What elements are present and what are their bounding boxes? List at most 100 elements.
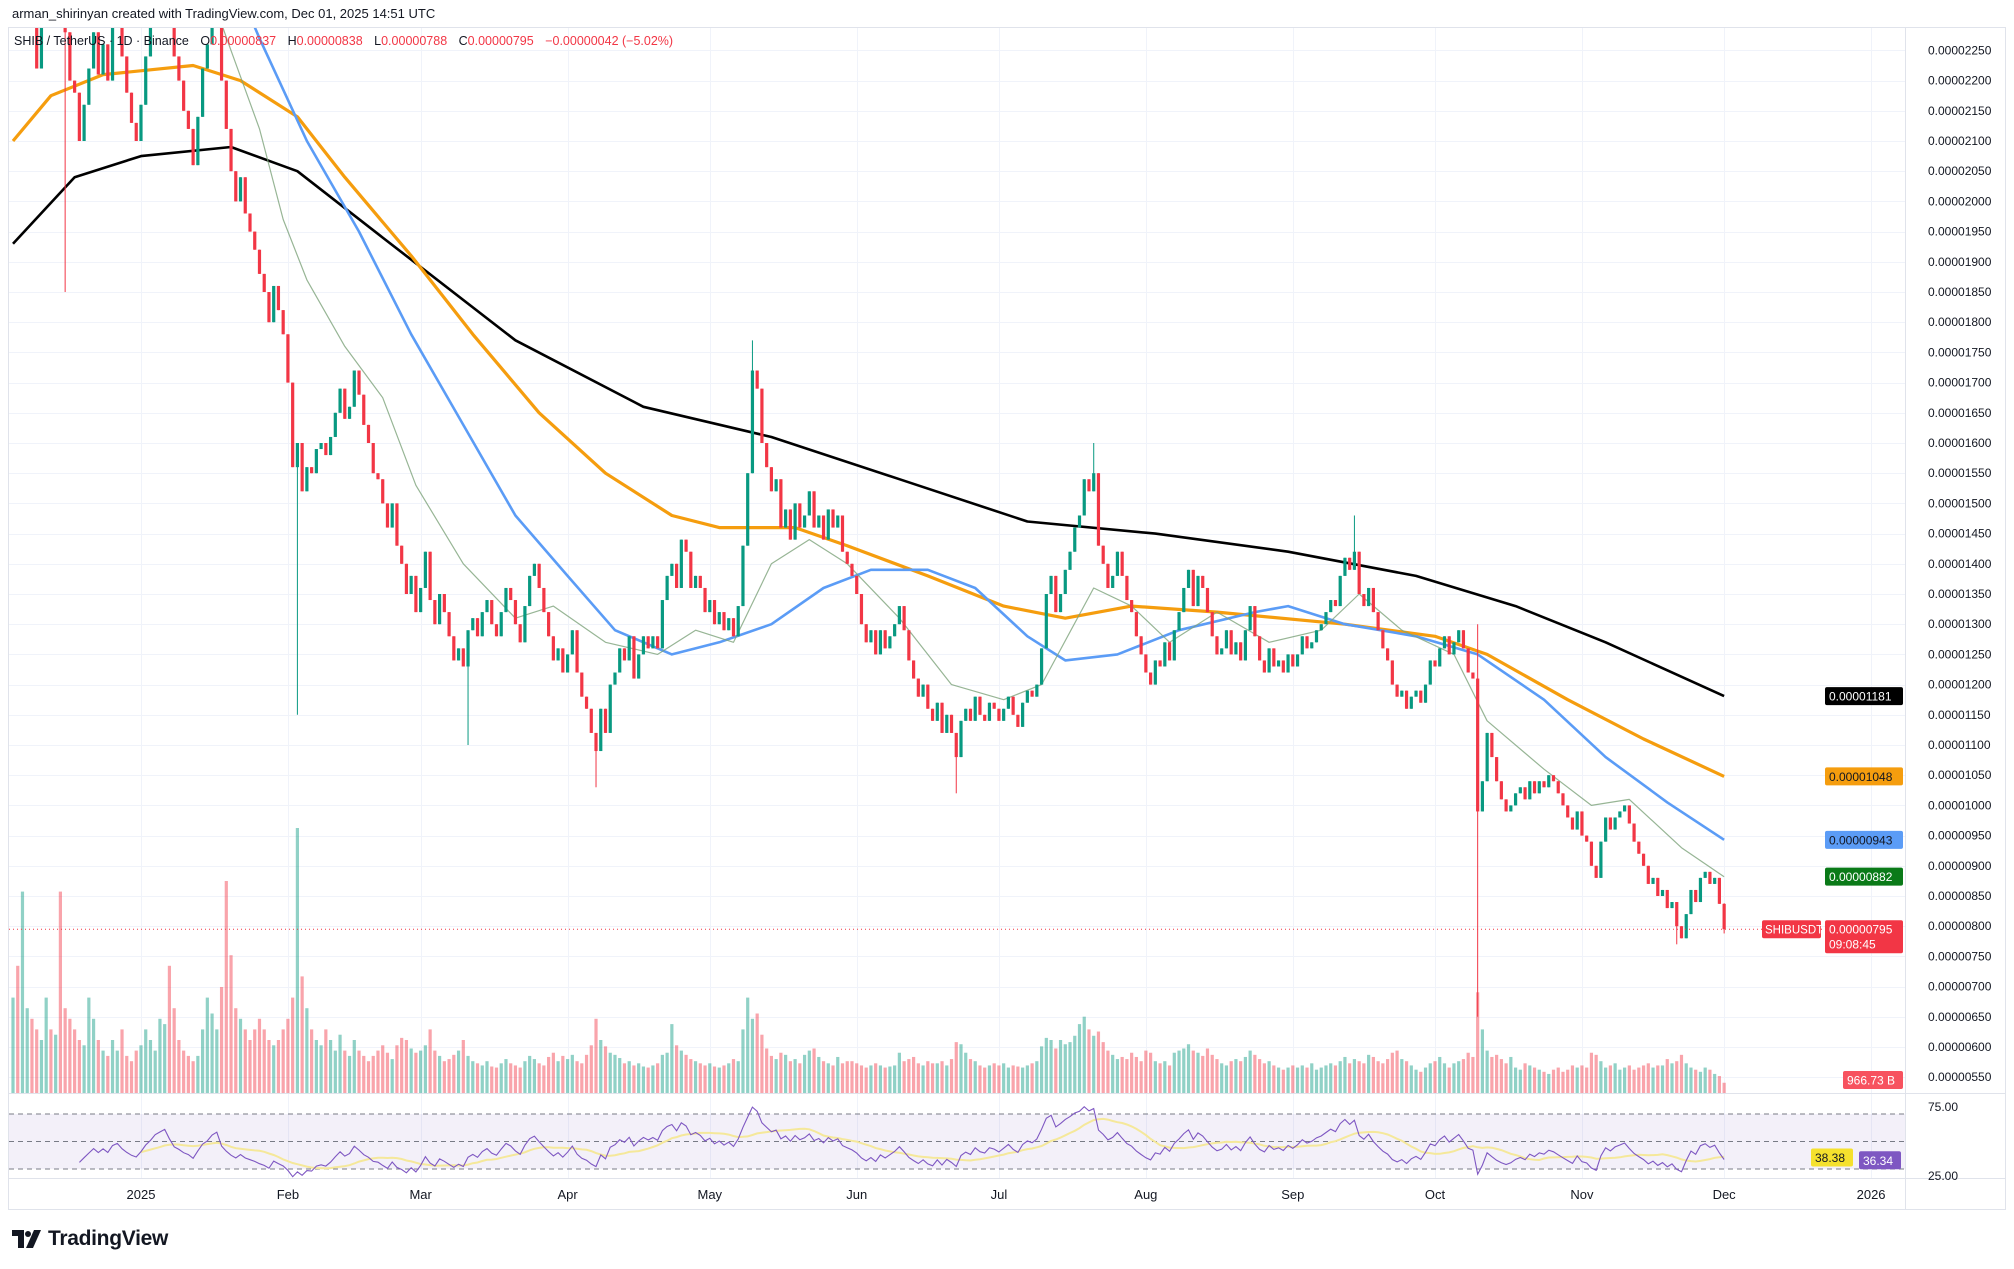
volume-bar — [684, 1054, 688, 1093]
volume-bar — [831, 1065, 835, 1093]
candle-body — [1547, 775, 1551, 788]
volume-bar — [1561, 1071, 1565, 1093]
volume-bar — [485, 1061, 489, 1093]
candle-body — [603, 708, 608, 733]
volume-bar — [518, 1067, 522, 1093]
candle-body — [1442, 636, 1447, 649]
candle-body — [1196, 575, 1200, 607]
volume-bar — [347, 1055, 352, 1093]
candle-body — [1400, 690, 1404, 697]
volume-bar — [1532, 1067, 1537, 1093]
candle-body — [1153, 660, 1157, 685]
volume-bar — [727, 1063, 731, 1093]
volume-bar — [1618, 1069, 1622, 1093]
change-value: −0.00000042 (−5.02%) — [545, 34, 674, 48]
ma-orange-value: 0.00001048 — [1829, 770, 1893, 784]
rsi-badge: 36.34 — [1863, 1154, 1893, 1168]
volume-bar — [1210, 1054, 1214, 1093]
candle-body — [1163, 642, 1167, 667]
volume-bar — [594, 1018, 598, 1093]
candle-body — [191, 128, 195, 166]
volume-bar — [1262, 1063, 1266, 1093]
volume-bar — [1442, 1063, 1447, 1093]
volume-bar — [172, 1008, 176, 1093]
volume-bar — [1182, 1048, 1186, 1093]
volume-bar — [291, 997, 295, 1093]
candle-body — [1675, 902, 1679, 927]
candle-body — [878, 630, 883, 655]
candle-body — [556, 648, 560, 661]
candle-body — [442, 594, 446, 613]
candle-body — [1509, 805, 1513, 812]
volume-bar — [381, 1045, 385, 1093]
candle-body — [82, 104, 86, 141]
symbol-badge: SHIBUSDT — [1765, 925, 1823, 937]
candle-body — [324, 443, 328, 456]
tradingview-logo[interactable]: TradingView — [12, 1227, 168, 1251]
candle-body — [547, 612, 551, 637]
volume-bar — [509, 1063, 513, 1093]
rsi-lines — [79, 1105, 1725, 1178]
volume-bar — [1499, 1059, 1503, 1093]
price-tick-label: 0.00000650 — [1928, 1010, 1992, 1024]
candle-body — [49, 0, 52, 8]
time-label-nov: Nov — [1570, 1187, 1594, 1202]
volume-bar — [1476, 992, 1480, 1093]
candle-body — [689, 551, 693, 588]
candle-body — [1101, 545, 1105, 564]
candle-body — [1570, 817, 1575, 830]
candle-body — [1703, 871, 1707, 878]
volume-bar — [419, 1050, 423, 1093]
candle-body — [148, 28, 153, 57]
volume-bar — [978, 1065, 982, 1093]
grid-lines — [9, 28, 1905, 1178]
volume-bar — [660, 1054, 664, 1093]
volume-bar — [196, 1055, 200, 1093]
volume-bar — [784, 1054, 788, 1093]
volume-bar — [1604, 1067, 1608, 1093]
volume-bar — [1518, 1069, 1522, 1093]
volume-bar — [1400, 1059, 1404, 1093]
candle-body — [419, 587, 423, 613]
price-tick-label: 0.00001000 — [1928, 798, 1992, 812]
volume-bar — [82, 1045, 86, 1093]
volume-bar — [1248, 1050, 1252, 1093]
candle-body — [471, 618, 475, 631]
volume-bar — [693, 1061, 698, 1093]
volume-bar — [689, 1059, 693, 1093]
close-label: C — [458, 34, 468, 48]
tradingview-logo-icon — [12, 1230, 41, 1248]
volume-bar — [580, 1063, 584, 1093]
volume-bar — [1509, 1056, 1513, 1093]
candle-body — [589, 708, 593, 733]
volume-bar — [1324, 1065, 1328, 1093]
candle-body — [812, 491, 816, 528]
candle-body — [1504, 799, 1508, 812]
candle-body — [1599, 841, 1603, 878]
symbol-title[interactable]: SHIB / TetherUS · 1D · Binance — [14, 34, 189, 48]
volume-bar — [821, 1061, 826, 1093]
candle-body — [404, 563, 409, 594]
volume-bar — [134, 1050, 138, 1093]
price-axis[interactable]: 0.00002250 0.00002200 0.00002150 0.00002100… — [1762, 43, 1992, 1183]
volume-bar — [276, 1040, 281, 1093]
volume-bar — [717, 1067, 721, 1093]
time-axis[interactable]: 2025 Feb Mar Apr May Jun Jul Aug Sep Oct Nov Dec 202… — [127, 1187, 1886, 1202]
candle-body — [1409, 696, 1413, 709]
volume-bar — [556, 1061, 560, 1093]
price-tick-label: 0.00000600 — [1928, 1040, 1992, 1054]
volume-bar — [1480, 1029, 1484, 1093]
volume-bar — [1025, 1065, 1029, 1093]
volume-bar — [1077, 1024, 1082, 1093]
candle-body — [172, 28, 176, 57]
candle-body — [1073, 527, 1077, 552]
volume-bar — [1291, 1065, 1295, 1093]
price-tick-label: 0.00001650 — [1928, 406, 1992, 420]
volume-bar — [618, 1058, 622, 1093]
volume-bar — [1495, 1054, 1499, 1093]
volume-bar — [1073, 1035, 1077, 1093]
volume-bar — [1608, 1065, 1612, 1093]
candle-body — [940, 702, 944, 733]
volume-bar — [731, 1059, 736, 1093]
